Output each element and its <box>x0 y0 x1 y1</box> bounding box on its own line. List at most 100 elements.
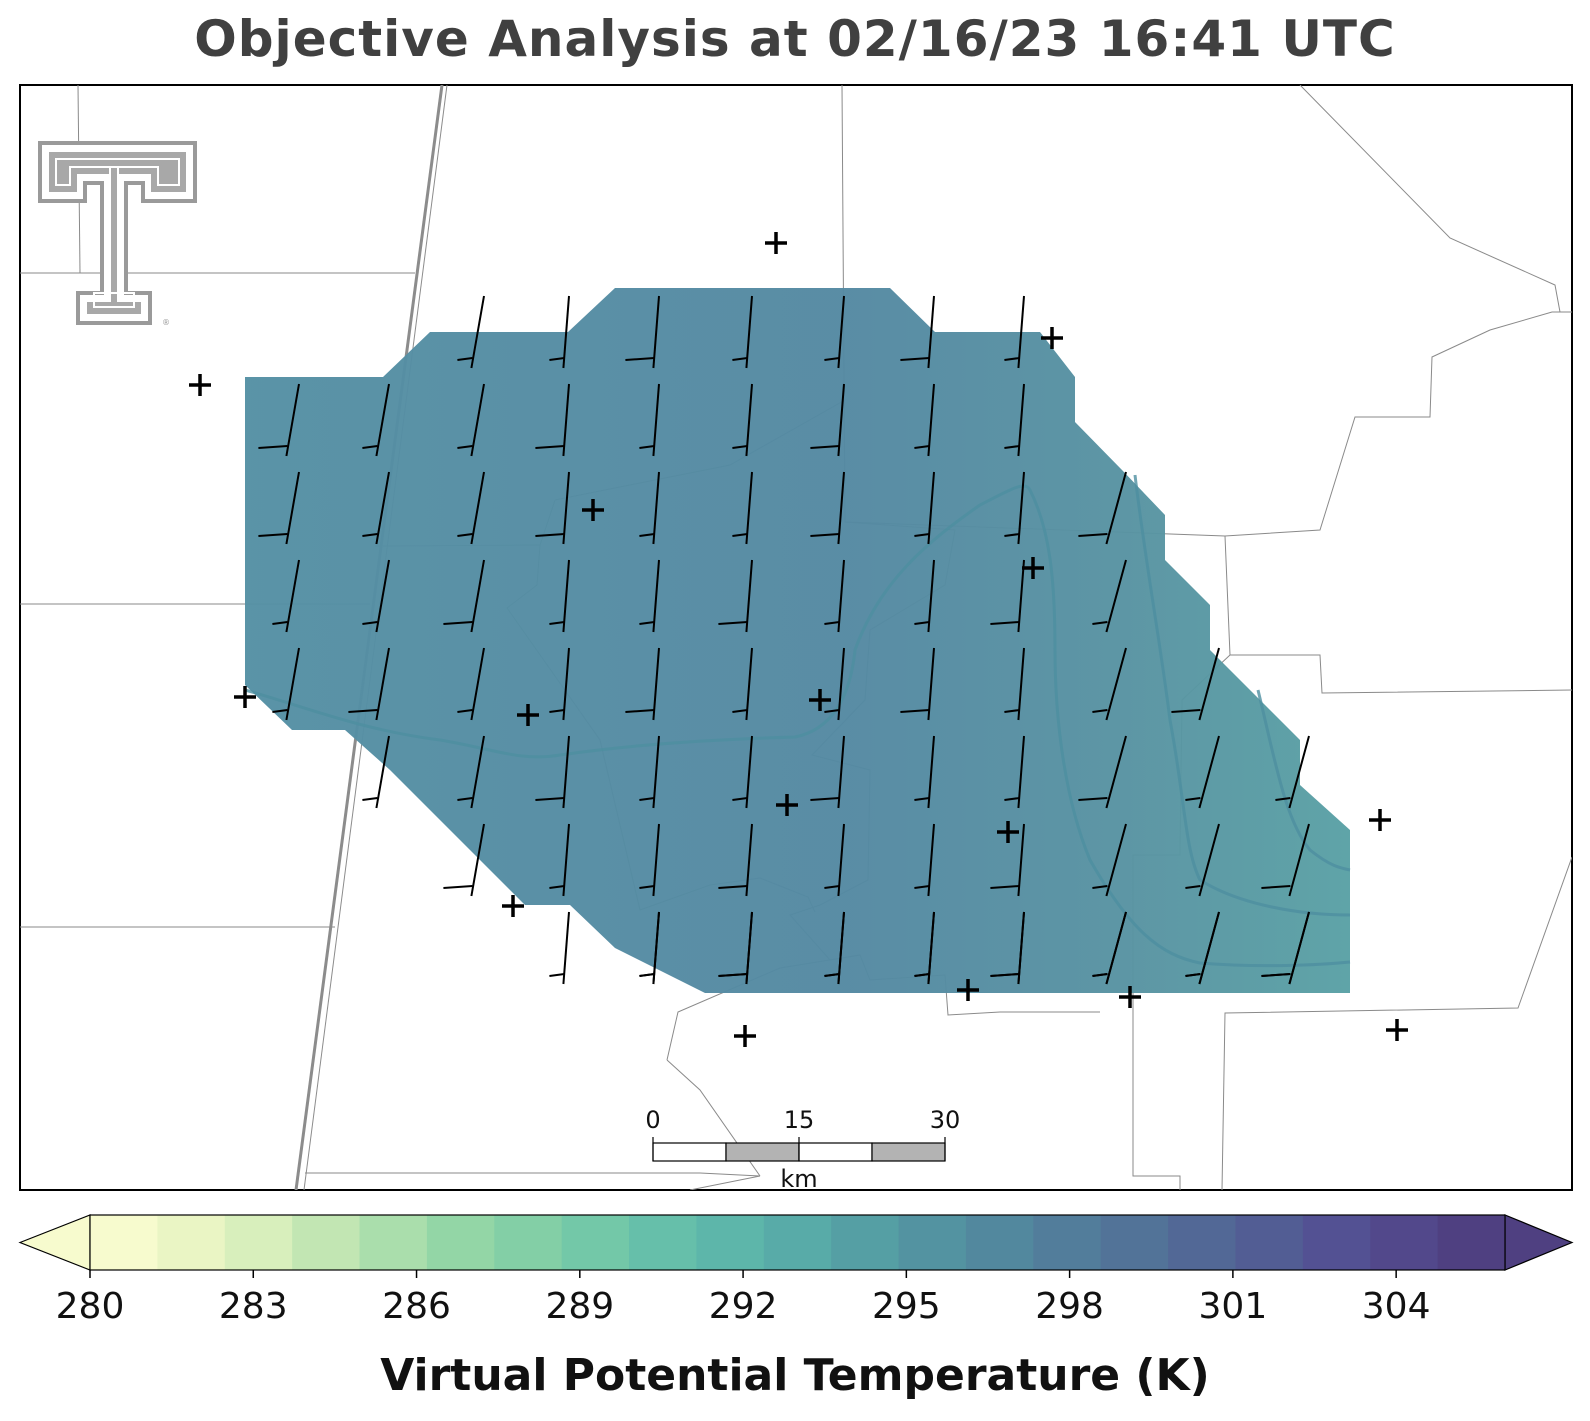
wind-barb <box>1004 647 1025 721</box>
wind-barb <box>900 647 935 721</box>
colorbar-bin <box>696 1215 765 1270</box>
wind-barb <box>362 735 390 809</box>
station-marker <box>809 689 831 711</box>
station-marker <box>997 821 1019 843</box>
wind-barb <box>443 823 485 897</box>
wind-barb <box>732 295 753 369</box>
colorbar-bin <box>1100 1215 1169 1270</box>
station-marker <box>765 232 787 254</box>
colorbar-bin <box>1302 1215 1371 1270</box>
wind-barb <box>639 559 660 633</box>
station-marker <box>234 686 256 708</box>
wind-barb <box>914 559 935 633</box>
wind-barb <box>1004 471 1025 545</box>
wind-barb <box>1092 647 1127 721</box>
wind-barb <box>1092 823 1127 897</box>
wind-barb <box>824 559 845 633</box>
colorbar-bin <box>1370 1215 1439 1270</box>
colorbar-bin <box>90 1215 158 1270</box>
wind-barb <box>732 383 753 457</box>
wind-barb <box>824 911 845 985</box>
colorbar-bin <box>224 1215 293 1270</box>
wind-barb <box>1171 647 1220 721</box>
colorbar-bin <box>1437 1215 1506 1270</box>
wind-barb <box>914 471 935 545</box>
colorbar-bin <box>426 1215 495 1270</box>
colorbar-bin <box>157 1215 226 1270</box>
station-marker <box>734 1025 756 1047</box>
texas-tech-logo: ® <box>38 141 197 327</box>
colorbar-tick-label: 298 <box>1035 1286 1104 1327</box>
wind-barb <box>914 735 935 809</box>
wind-barb <box>718 823 753 897</box>
wind-barb <box>1185 823 1220 897</box>
wind-barb <box>549 559 570 633</box>
vpt-analysis-field <box>244 288 1351 993</box>
wind-barb <box>900 295 935 369</box>
wind-barb <box>1078 735 1127 809</box>
colorbar-bin <box>561 1215 630 1270</box>
colorbar-tick-label: 280 <box>56 1286 125 1327</box>
wind-barb <box>457 735 485 809</box>
wind-barb <box>535 383 570 457</box>
wind-barb <box>990 911 1025 985</box>
colorbar-tick-label: 289 <box>545 1286 614 1327</box>
wind-barb <box>549 647 570 721</box>
colorbar: 280 283 286 289 292 295 298 301 304 <box>18 1214 1574 1327</box>
wind-barb <box>810 471 845 545</box>
wind-barb <box>639 735 660 809</box>
colorbar-bin <box>1235 1215 1304 1270</box>
wind-barb <box>362 559 390 633</box>
wind-barb <box>549 911 570 985</box>
wind-barb <box>258 471 300 545</box>
station-markers <box>189 232 1408 1047</box>
wind-barb <box>625 295 660 369</box>
wind-barb <box>457 383 485 457</box>
map-panel: 0 15 30 km ® <box>19 84 1573 1193</box>
wind-barb <box>272 559 300 633</box>
wind-barb <box>824 295 845 369</box>
station-marker <box>1041 327 1063 349</box>
vpt-filled-contour <box>245 288 1350 993</box>
wind-barb <box>732 647 753 721</box>
scale-label-15: 15 <box>784 1106 815 1134</box>
wind-barb <box>625 647 660 721</box>
colorbar-bin <box>494 1215 563 1270</box>
colorbar-tick-label: 304 <box>1362 1286 1431 1327</box>
wind-barb <box>1092 559 1127 633</box>
wind-barb <box>443 559 485 633</box>
wind-barb <box>362 471 390 545</box>
vpt-contour-lines <box>244 474 1351 968</box>
wind-barb <box>639 383 660 457</box>
wind-barb <box>914 383 935 457</box>
wind-barbs <box>258 295 1310 985</box>
wind-barb <box>1185 911 1220 985</box>
wind-barb <box>535 735 570 809</box>
wind-barb <box>990 559 1025 633</box>
wind-barb <box>1004 383 1025 457</box>
wind-barb <box>362 383 390 457</box>
wind-barb <box>457 471 485 545</box>
scale-bar: 0 15 30 km <box>645 1106 960 1193</box>
wind-barb <box>732 471 753 545</box>
chart-title: Objective Analysis at 02/16/23 16:41 UTC <box>194 10 1396 68</box>
wind-barb <box>718 911 753 985</box>
colorbar-label: Virtual Potential Temperature (K) <box>380 1350 1210 1401</box>
wind-barb <box>810 735 845 809</box>
wind-barb <box>639 911 660 985</box>
wind-barb <box>914 823 935 897</box>
wind-barb <box>824 823 845 897</box>
station-marker <box>1022 557 1044 579</box>
wind-barb <box>272 647 300 721</box>
wind-barb <box>639 823 660 897</box>
colorbar-bin <box>763 1215 832 1270</box>
colorbar-tick-label: 283 <box>219 1286 288 1327</box>
colorbar-tick-label: 301 <box>1199 1286 1268 1327</box>
wind-barb <box>1092 911 1127 985</box>
station-marker <box>1119 986 1141 1008</box>
scale-label-30: 30 <box>930 1106 961 1134</box>
colorbar-tick-label: 292 <box>709 1286 778 1327</box>
colorbar-bin <box>898 1215 967 1270</box>
colorbar-tick-label: 286 <box>382 1286 451 1327</box>
